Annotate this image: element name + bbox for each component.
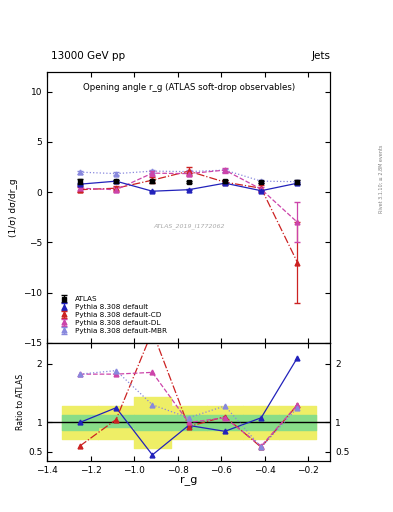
Text: Rivet 3.1.10; ≥ 2.8M events: Rivet 3.1.10; ≥ 2.8M events — [379, 145, 384, 214]
Y-axis label: Ratio to ATLAS: Ratio to ATLAS — [16, 374, 25, 430]
Text: 13000 GeV pp: 13000 GeV pp — [51, 51, 125, 61]
Text: Jets: Jets — [311, 51, 330, 61]
Text: Opening angle r_g (ATLAS soft-drop observables): Opening angle r_g (ATLAS soft-drop obser… — [83, 82, 295, 92]
Y-axis label: (1/σ) dσ/dr_g: (1/σ) dσ/dr_g — [9, 178, 18, 237]
Legend: ATLAS, Pythia 8.308 default, Pythia 8.308 default-CD, Pythia 8.308 default-DL, P: ATLAS, Pythia 8.308 default, Pythia 8.30… — [53, 293, 170, 336]
X-axis label: r_g: r_g — [180, 476, 197, 486]
Text: ATLAS_2019_I1772062: ATLAS_2019_I1772062 — [153, 224, 224, 229]
